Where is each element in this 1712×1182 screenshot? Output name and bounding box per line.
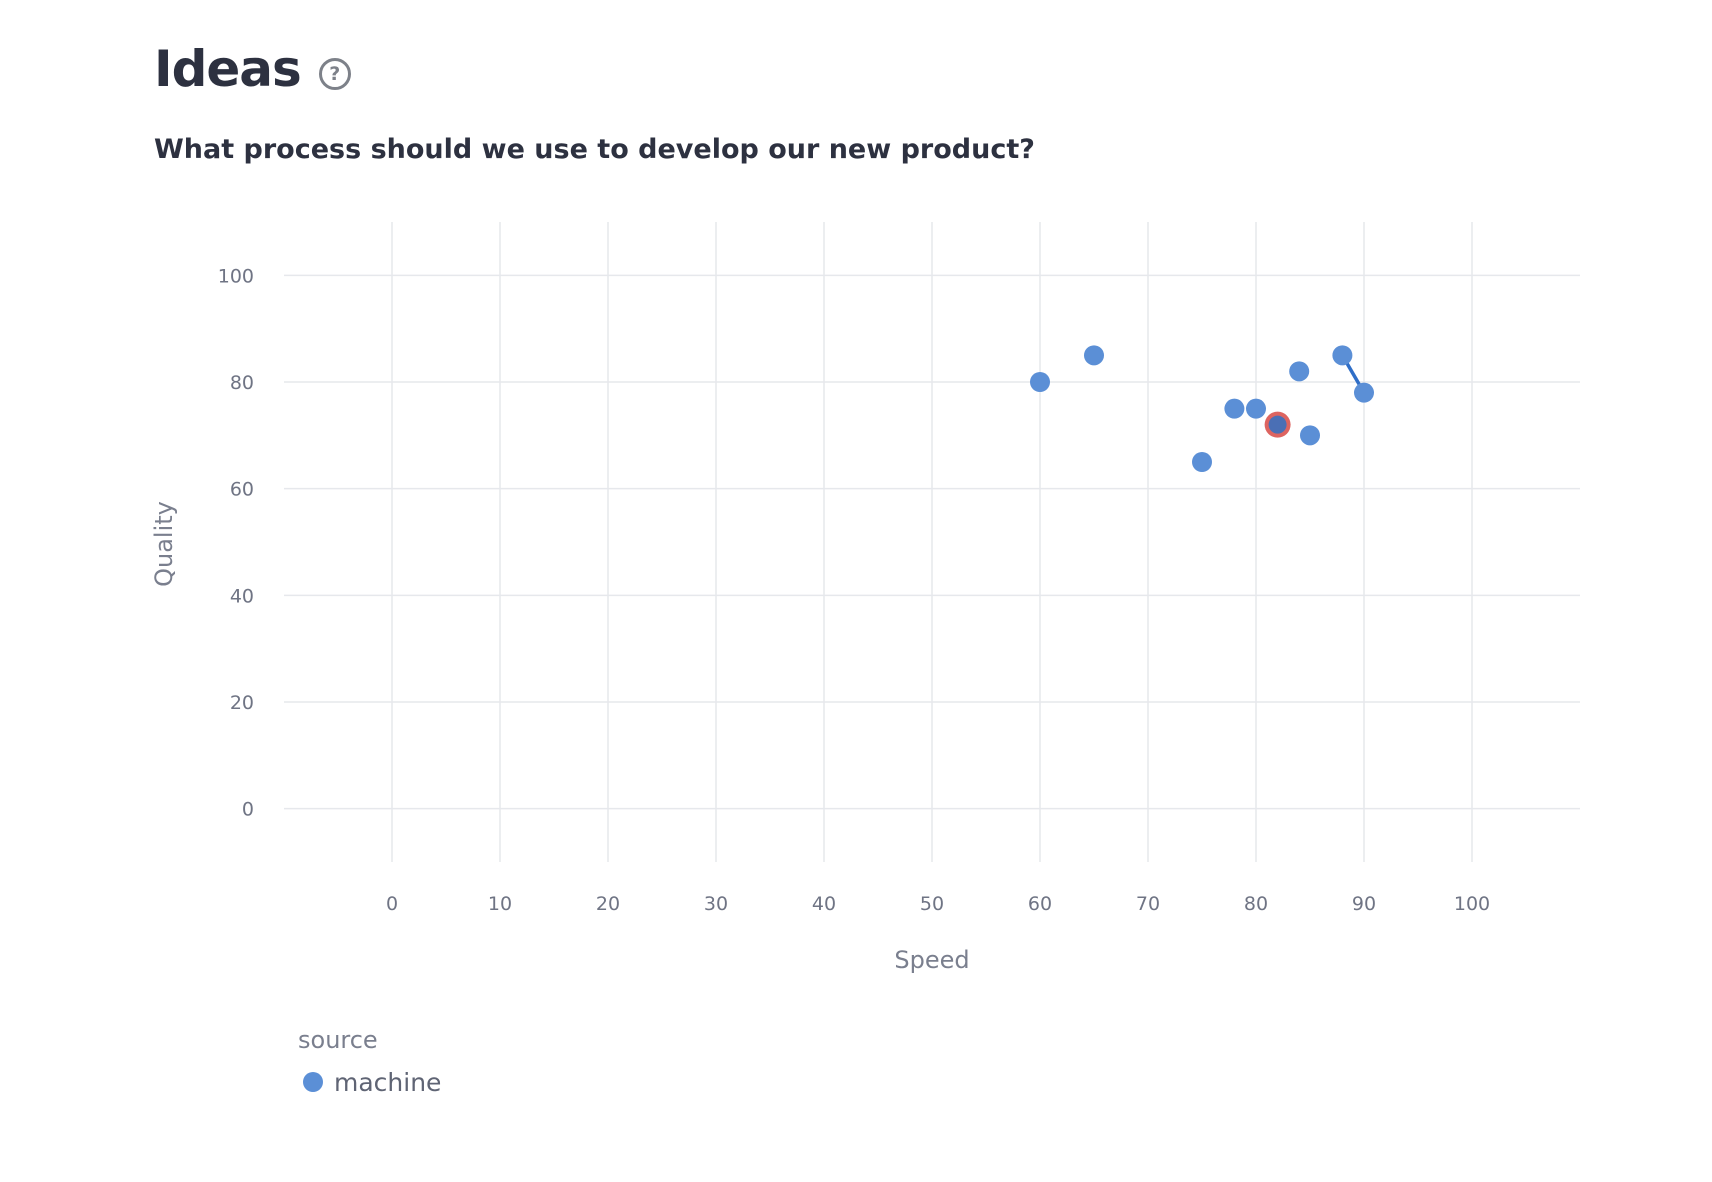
legend-swatch [303, 1072, 323, 1092]
y-tick-label: 0 [242, 799, 254, 821]
data-point[interactable] [1030, 372, 1050, 392]
data-points [1030, 345, 1374, 472]
legend-entry-label[interactable]: machine [334, 1068, 441, 1097]
x-tick-label: 80 [1244, 893, 1268, 915]
question-text: What process should we use to develop ou… [154, 134, 1035, 165]
data-point[interactable] [1246, 398, 1266, 419]
y-tick-label: 100 [218, 265, 254, 287]
y-tick-label: 40 [230, 585, 254, 607]
x-tick-label: 30 [704, 893, 728, 915]
x-tick-label: 100 [1454, 893, 1490, 915]
grid-lines [284, 222, 1580, 862]
data-point[interactable] [1332, 345, 1353, 366]
x-tick-label: 20 [596, 893, 620, 915]
x-tick-labels: 0 10 20 30 40 50 60 70 80 90 100 [386, 893, 1490, 915]
data-point[interactable] [1084, 345, 1104, 366]
legend: source machine [298, 1026, 441, 1097]
help-circle-icon[interactable]: ? [318, 58, 351, 90]
x-tick-label: 50 [920, 893, 944, 915]
y-tick-labels: 0 20 40 60 80 100 [218, 265, 254, 820]
x-tick-label: 40 [812, 893, 836, 915]
x-tick-label: 0 [386, 893, 398, 915]
legend-title: source [298, 1026, 378, 1054]
data-point[interactable] [1300, 425, 1320, 446]
x-tick-label: 90 [1352, 893, 1376, 915]
title-row: Ideas ? [154, 40, 351, 98]
x-tick-label: 60 [1028, 893, 1052, 915]
data-point[interactable] [1224, 398, 1245, 419]
data-point[interactable] [1354, 382, 1374, 403]
y-tick-label: 80 [230, 372, 254, 394]
highlighted-data-point[interactable] [1268, 415, 1287, 434]
y-tick-label: 60 [230, 479, 254, 501]
x-axis-label: Speed [894, 946, 969, 974]
data-point[interactable] [1289, 361, 1310, 382]
x-tick-label: 70 [1136, 893, 1160, 915]
x-tick-label: 10 [488, 893, 512, 915]
y-tick-label: 20 [230, 692, 254, 714]
page-title: Ideas [154, 40, 302, 98]
y-axis-label: Quality [150, 501, 178, 587]
data-point[interactable] [1192, 452, 1212, 472]
